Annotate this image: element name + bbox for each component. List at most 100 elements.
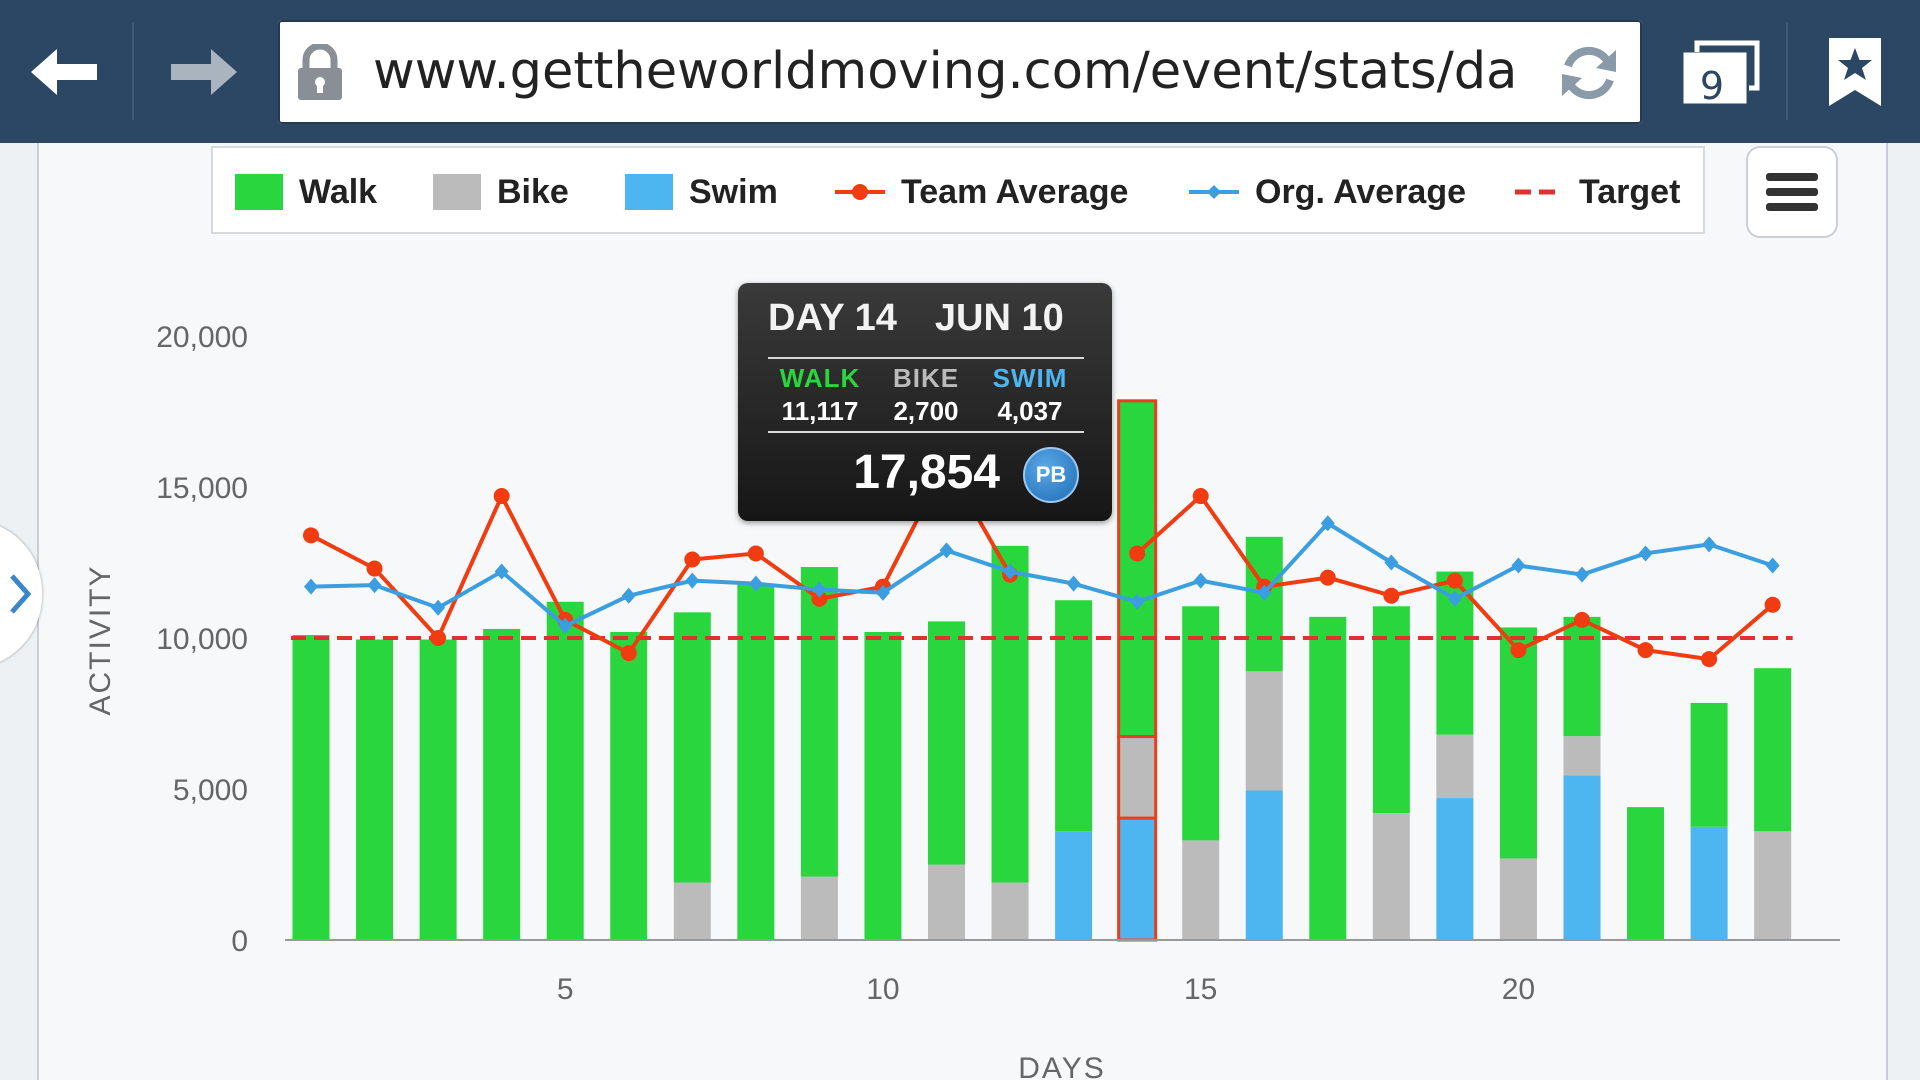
point-org-average-day-10[interactable] — [875, 584, 890, 601]
point-org-average-day-9[interactable] — [812, 581, 827, 598]
point-org-average-day-19[interactable] — [1447, 590, 1462, 607]
bookmark-button[interactable] — [1800, 0, 1910, 143]
bar-walk-day-14[interactable] — [1117, 399, 1158, 739]
point-team-average-day-22[interactable] — [1637, 642, 1654, 659]
point-org-average-day-11[interactable] — [939, 542, 954, 559]
bar-walk-day-1[interactable] — [292, 634, 330, 940]
point-team-average-day-20[interactable] — [1510, 642, 1527, 659]
point-team-average-day-8[interactable] — [747, 545, 764, 562]
point-org-average-day-14[interactable] — [1130, 593, 1145, 610]
back-button[interactable] — [0, 0, 132, 143]
point-org-average-day-12[interactable] — [1003, 563, 1018, 580]
bar-bike-day-19[interactable] — [1436, 734, 1474, 799]
bar-bike-day-16[interactable] — [1245, 671, 1283, 791]
bar-bike-day-15[interactable] — [1182, 840, 1220, 940]
point-org-average-day-18[interactable] — [1384, 554, 1399, 571]
point-team-average-day-15[interactable] — [1192, 488, 1209, 505]
point-org-average-day-22[interactable] — [1638, 545, 1653, 562]
point-team-average-day-7[interactable] — [684, 551, 701, 568]
legend-item-bike[interactable]: Bike — [433, 148, 569, 236]
bar-walk-day-20[interactable] — [1499, 627, 1537, 859]
bar-walk-day-16[interactable] — [1245, 536, 1283, 672]
bar-bike-day-18[interactable] — [1372, 813, 1410, 940]
point-team-average-day-18[interactable] — [1383, 587, 1400, 604]
point-org-average-day-8[interactable] — [748, 575, 763, 592]
point-org-average-day-21[interactable] — [1575, 566, 1589, 583]
legend-item-team-average[interactable]: Team Average — [835, 148, 1128, 236]
point-team-average-day-9[interactable] — [811, 590, 828, 607]
line-series[interactable] — [303, 454, 1781, 668]
bar-walk-day-15[interactable] — [1182, 606, 1220, 841]
line-org-average[interactable] — [310, 521, 1774, 628]
bar-walk-day-6[interactable] — [610, 631, 648, 940]
bar-bike-day-20[interactable] — [1499, 858, 1537, 940]
point-team-average-day-24[interactable] — [1764, 596, 1781, 613]
bar-walk-day-10[interactable] — [864, 631, 902, 940]
bar-bike-day-21[interactable] — [1563, 736, 1601, 776]
point-team-average-day-21[interactable] — [1574, 611, 1590, 628]
point-org-average-day-2[interactable] — [367, 577, 382, 594]
bar-walk-day-21[interactable] — [1563, 616, 1601, 737]
bar-walk-day-5[interactable] — [546, 601, 584, 940]
point-team-average-day-1[interactable] — [303, 527, 319, 544]
bar-walk-day-18[interactable] — [1372, 606, 1410, 814]
bar-bike-day-24[interactable] — [1754, 831, 1792, 940]
tabs-button[interactable]: 9 — [1680, 0, 1760, 143]
bar-swim-day-23[interactable] — [1690, 826, 1728, 940]
point-org-average-day-13[interactable] — [1066, 575, 1081, 592]
point-org-average-day-15[interactable] — [1193, 572, 1208, 589]
point-org-average-day-6[interactable] — [621, 587, 636, 604]
point-org-average-day-4[interactable] — [494, 563, 509, 580]
legend-item-swim[interactable]: Swim — [625, 148, 778, 236]
bar-walk-day-23[interactable] — [1690, 702, 1728, 827]
bar-swim-day-21[interactable] — [1563, 775, 1601, 940]
point-team-average-day-19[interactable] — [1446, 572, 1463, 589]
bar-walk-day-9[interactable] — [800, 567, 838, 877]
address-bar[interactable]: www.gettheworldmoving.com/event/stats/da… — [278, 20, 1642, 124]
line-team-average[interactable] — [310, 460, 1012, 656]
bar-bike-day-12[interactable] — [991, 882, 1029, 940]
bar-walk-day-13[interactable] — [1055, 600, 1093, 832]
point-team-average-day-14[interactable] — [1129, 545, 1146, 562]
point-team-average-day-23[interactable] — [1701, 651, 1718, 668]
legend-item-org-average[interactable]: Org. Average — [1189, 148, 1466, 236]
point-team-average-day-3[interactable] — [430, 630, 447, 646]
bar-bike-day-9[interactable] — [800, 876, 838, 940]
bar-bike-day-7[interactable] — [673, 882, 711, 940]
point-org-average-day-3[interactable] — [431, 599, 446, 616]
bar-bike-day-11[interactable] — [928, 864, 965, 941]
forward-button[interactable] — [134, 0, 270, 143]
bar-walk-day-12[interactable] — [991, 545, 1029, 883]
bar-bike-day-14[interactable] — [1117, 735, 1158, 820]
bar-walk-day-22[interactable] — [1627, 807, 1665, 940]
point-team-average-day-4[interactable] — [493, 488, 510, 505]
bar-swim-day-14[interactable] — [1117, 816, 1158, 942]
bar-walk-day-7[interactable] — [673, 612, 711, 883]
point-org-average-day-16[interactable] — [1257, 584, 1272, 601]
point-org-average-day-5[interactable] — [558, 617, 573, 634]
bar-walk-day-17[interactable] — [1309, 616, 1347, 940]
bar-walk-day-24[interactable] — [1754, 668, 1792, 832]
bar-walk-day-11[interactable] — [928, 621, 965, 865]
point-team-average-day-6[interactable] — [620, 645, 637, 662]
point-org-average-day-1[interactable] — [304, 578, 318, 595]
bar-walk-day-8[interactable] — [737, 583, 775, 940]
point-org-average-day-23[interactable] — [1702, 536, 1717, 553]
point-org-average-day-24[interactable] — [1765, 557, 1780, 574]
bar-swim-day-19[interactable] — [1436, 798, 1474, 940]
legend-item-target[interactable]: Target — [1515, 148, 1680, 236]
bar-walk-day-4[interactable] — [483, 628, 521, 940]
point-org-average-day-20[interactable] — [1511, 557, 1526, 574]
point-org-average-day-17[interactable] — [1320, 515, 1335, 532]
chart-menu-button[interactable] — [1746, 146, 1838, 238]
bar-walk-day-2[interactable] — [356, 639, 394, 940]
legend-item-walk[interactable]: Walk — [235, 148, 377, 236]
reload-icon[interactable] — [1556, 40, 1622, 106]
bar-swim-day-13[interactable] — [1055, 831, 1093, 940]
bar-swim-day-16[interactable] — [1245, 790, 1283, 940]
bar-walk-day-3[interactable] — [419, 639, 457, 940]
bar-series[interactable] — [292, 399, 1792, 942]
point-team-average-day-17[interactable] — [1319, 569, 1336, 586]
point-team-average-day-2[interactable] — [366, 560, 383, 577]
